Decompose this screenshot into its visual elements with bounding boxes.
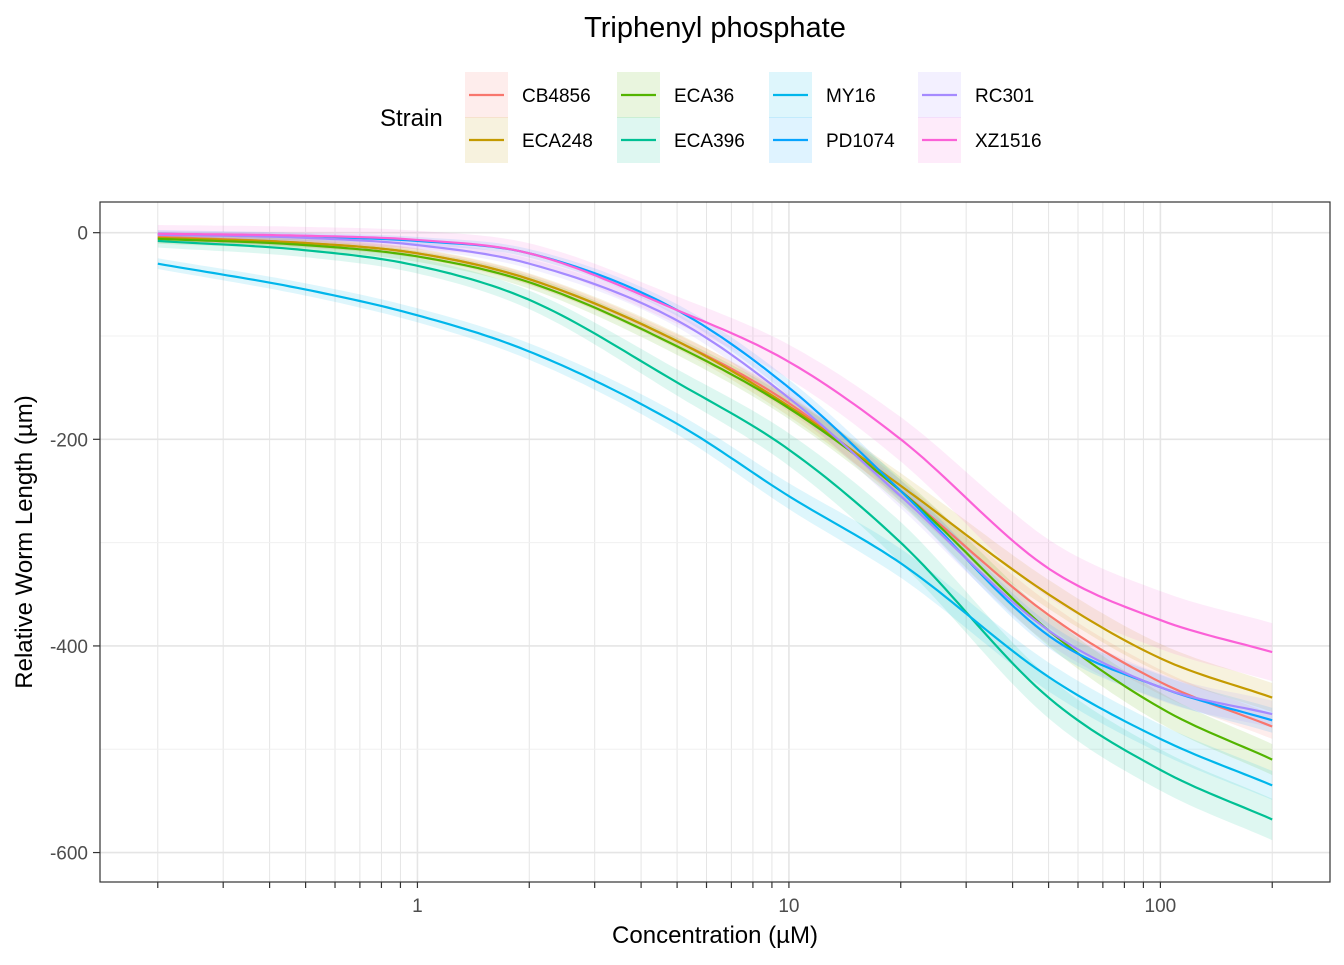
legend-item-eca36: ECA36	[617, 72, 734, 118]
y-tick-label: 0	[77, 224, 88, 245]
legend-label: CB4856	[522, 86, 591, 107]
y-tick-label: -400	[50, 637, 88, 658]
ribbon-eca248	[157, 233, 1273, 713]
series-line-xz1516	[157, 232, 1273, 654]
legend-item-pd1074: PD1074	[769, 117, 895, 163]
legend-item-my16: MY16	[769, 72, 876, 118]
x-tick-label: 10	[778, 896, 799, 917]
ribbon-my16	[157, 258, 1273, 800]
legend-label: XZ1516	[975, 131, 1042, 152]
grid	[100, 202, 1330, 882]
x-axis: 1 10 100	[157, 882, 1273, 917]
x-tick-label: 1	[412, 896, 423, 917]
series-line-eca36	[157, 237, 1273, 761]
legend-title: Strain	[380, 105, 443, 132]
legend-label: ECA36	[674, 86, 734, 107]
legend-label: RC301	[975, 86, 1034, 107]
y-tick-label: -200	[50, 430, 88, 451]
y-axis: 0 -200 -400 -600	[50, 224, 100, 865]
ribbon-xz1516	[157, 225, 1273, 682]
series-line-eca248	[157, 236, 1273, 699]
legend-label: ECA248	[522, 131, 593, 152]
y-tick-label: -600	[50, 844, 88, 865]
series-line-eca396	[157, 239, 1273, 821]
y-axis-label: Relative Worm Length (µm)	[11, 395, 38, 688]
legend-label: ECA396	[674, 131, 745, 152]
ribbon-eca396	[157, 234, 1273, 841]
plot-panel	[100, 202, 1330, 882]
plot-border	[99, 201, 1331, 883]
legend-item-rc301: RC301	[918, 72, 1034, 118]
legend-item-cb4856: CB4856	[465, 72, 591, 118]
series-line-my16	[157, 262, 1273, 787]
legend-label: PD1074	[826, 131, 895, 152]
ribbon-rc301	[157, 230, 1273, 728]
chart-title: Triphenyl phosphate	[584, 12, 846, 44]
legend-label: MY16	[826, 86, 876, 107]
ribbon-eca36	[157, 234, 1273, 776]
series-lines	[157, 232, 1273, 821]
series-line-rc301	[157, 233, 1273, 716]
x-axis-label: Concentration (µM)	[612, 922, 818, 949]
series-line-pd1074	[157, 232, 1273, 722]
legend-item-eca248: ECA248	[465, 117, 593, 163]
legend-item-xz1516: XZ1516	[918, 117, 1042, 163]
x-tick-label: 100	[1145, 896, 1177, 917]
legend: Strain CB4856 ECA248 ECA36 ECA396 MY16 PD1074…	[380, 72, 1042, 163]
legend-item-eca396: ECA396	[617, 117, 745, 163]
